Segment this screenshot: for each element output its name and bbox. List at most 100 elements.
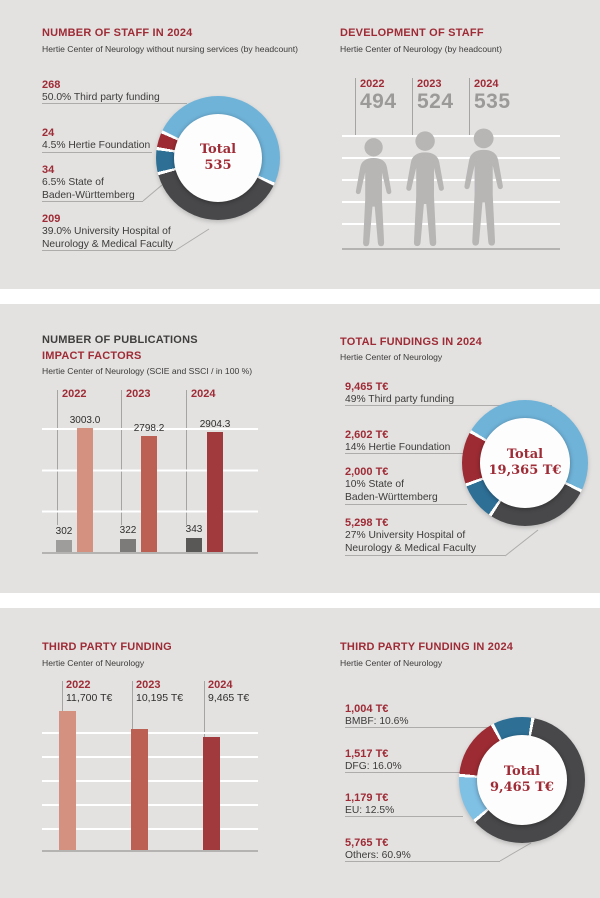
staff-dev-gridlines	[342, 135, 560, 241]
staff-seg2-leader-line	[42, 152, 152, 153]
staff-dev-year-2024: 2024	[474, 78, 499, 90]
fundings-seg1-value: 9,465 T€	[345, 381, 389, 393]
fundings-title: TOTAL FUNDINGS IN 2024	[340, 336, 482, 348]
staff-seg1-leader-line	[42, 103, 187, 104]
tpf-value-2024: 9,465 T€	[208, 692, 250, 704]
publications-value-2023: 322	[119, 525, 137, 536]
tpf24-seg3-value: 1,179 T€	[345, 792, 389, 804]
publications-value-2022: 302	[55, 526, 73, 537]
tpf24-seg4-leader-line	[345, 861, 500, 862]
tpf-2023-axis-line	[132, 681, 133, 729]
tpf-2024-axis-line	[204, 681, 205, 738]
third-party-gridlines	[42, 732, 258, 830]
staff-donut-total-value: 535	[204, 157, 232, 173]
tpf24-donut-total-label: Total	[503, 763, 541, 779]
fundings-seg4-leader-line	[345, 555, 505, 556]
tpf-year-2023: 2023	[136, 679, 161, 691]
fundings-donut-center-text: Total 19,365 T€	[488, 447, 561, 479]
third-party-baseline	[42, 850, 258, 852]
fundings-subtitle: Hertie Center of Neurology	[340, 352, 443, 362]
fundings-donut-chart: Total 19,365 T€	[462, 400, 588, 526]
tpf-value-2022: 11,700 T€	[66, 692, 113, 704]
staff-donut-title: NUMBER OF STAFF IN 2024	[42, 27, 193, 39]
fundings-donut-center: Total 19,365 T€	[480, 418, 570, 508]
staff-seg3-label-line1: 6.5% State of	[42, 177, 104, 188]
fundings-seg4-leader-diagonal	[504, 529, 539, 557]
tpf24-seg1-label: BMBF: 10.6%	[345, 716, 409, 727]
publications-title-line2: IMPACT FACTORS	[42, 350, 142, 362]
third-party-title: THIRD PARTY FUNDING	[42, 641, 172, 653]
tpf-2024-subtitle: Hertie Center of Neurology	[340, 658, 443, 668]
fundings-seg2-label: 14% Hertie Foundation	[345, 442, 451, 453]
fundings-seg2-leader-line	[345, 453, 470, 454]
tpf-2024-donut-chart: Total 9,465 T€	[459, 717, 585, 843]
publications-subtitle: Hertie Center of Neurology (SCIE and SSC…	[42, 366, 253, 376]
tpf-year-2022: 2022	[66, 679, 91, 691]
tpf24-seg2-value: 1,517 T€	[345, 748, 389, 760]
staff-seg2-label: 4.5% Hertie Foundation	[42, 140, 151, 151]
fundings-seg1-leader-line	[345, 405, 552, 406]
staff-dev-count-2024: 535	[474, 90, 511, 113]
staff-seg3-leader-diagonal	[142, 184, 163, 202]
tpf-2022-axis-line	[62, 681, 63, 711]
tpf24-donut-center-text: Total 9,465 T€	[490, 764, 554, 796]
tpf24-donut-total-value: 9,465 T€	[490, 779, 554, 795]
staff-seg4-label-line1: 39.0% University Hospital of	[42, 226, 171, 237]
staff-seg1-value: 268	[42, 79, 61, 91]
staff-dev-2022-axis-line	[355, 78, 356, 135]
fundings-seg2-value: 2,602 T€	[345, 429, 389, 441]
staff-dev-count-2022: 494	[360, 90, 397, 113]
fundings-seg1-label: 49% Third party funding	[345, 394, 455, 405]
staff-dev-year-2022: 2022	[360, 78, 385, 90]
staff-dev-baseline	[342, 248, 560, 250]
staff-seg3-label-line2: Baden-Württemberg	[42, 190, 135, 201]
tpf-value-2023: 10,195 T€	[136, 692, 184, 704]
tpf24-seg1-value: 1,004 T€	[345, 703, 389, 715]
fundings-seg4-label-line2: Neurology & Medical Faculty	[345, 543, 477, 554]
tpf24-seg1-leader-line	[345, 727, 497, 728]
staff-dev-title: DEVELOPMENT OF STAFF	[340, 27, 484, 39]
impact-value-2022: 3003.0	[69, 415, 101, 426]
staff-dev-2024-axis-line	[469, 78, 470, 135]
tpf24-seg4-label: Others: 60.9%	[345, 850, 411, 861]
fundings-seg3-leader-line	[345, 504, 467, 505]
staff-dev-subtitle: Hertie Center of Neurology (by headcount…	[340, 44, 502, 54]
staff-seg4-value: 209	[42, 213, 61, 225]
tpf24-seg3-leader-line	[345, 816, 463, 817]
staff-seg3-value: 34	[42, 164, 55, 176]
staff-donut-center-text: Total 535	[200, 142, 236, 174]
fundings-seg3-value: 2,000 T€	[345, 466, 389, 478]
publications-baseline	[42, 552, 258, 554]
tpf24-seg2-leader-line	[345, 772, 468, 773]
third-party-subtitle: Hertie Center of Neurology	[42, 658, 145, 668]
staff-seg3-leader-line	[42, 201, 143, 202]
staff-dev-2023-axis-line	[412, 78, 413, 135]
staff-dev-year-2023: 2023	[417, 78, 442, 90]
pub-year-2023: 2023	[126, 388, 151, 400]
staff-seg4-leader-line	[42, 250, 176, 251]
fundings-donut-total-value: 19,365 T€	[488, 462, 562, 478]
staff-donut-total-label: Total	[199, 141, 237, 157]
fundings-seg4-label-line1: 27% University Hospital of	[345, 530, 466, 541]
tpf24-donut-center: Total 9,465 T€	[477, 735, 567, 825]
staff-seg2-value: 24	[42, 127, 55, 139]
tpf24-seg4-value: 5,765 T€	[345, 837, 389, 849]
staff-seg4-leader-diagonal	[175, 228, 210, 251]
tpf24-seg3-label: EU: 12.5%	[345, 805, 395, 816]
staff-seg1-label: 50.0% Third party funding	[42, 92, 160, 103]
pub-year-2024: 2024	[191, 388, 216, 400]
fundings-seg3-label-line2: Baden-Württemberg	[345, 492, 438, 503]
impact-value-2023: 2798.2	[133, 423, 165, 434]
pub-year-2022: 2022	[62, 388, 87, 400]
tpf24-seg2-label: DFG: 16.0%	[345, 761, 402, 772]
staff-donut-subtitle: Hertie Center of Neurology without nursi…	[42, 44, 299, 54]
fundings-seg4-value: 5,298 T€	[345, 517, 389, 529]
fundings-seg3-label-line1: 10% State of	[345, 479, 404, 490]
tpf24-seg4-leader-diagonal	[499, 842, 532, 862]
tpf-year-2024: 2024	[208, 679, 233, 691]
staff-2024-donut-chart: Total 535	[156, 96, 280, 220]
staff-seg4-label-line2: Neurology & Medical Faculty	[42, 239, 174, 250]
staff-dev-count-2023: 524	[417, 90, 454, 113]
publications-title-line1: NUMBER OF PUBLICATIONS	[42, 334, 198, 346]
